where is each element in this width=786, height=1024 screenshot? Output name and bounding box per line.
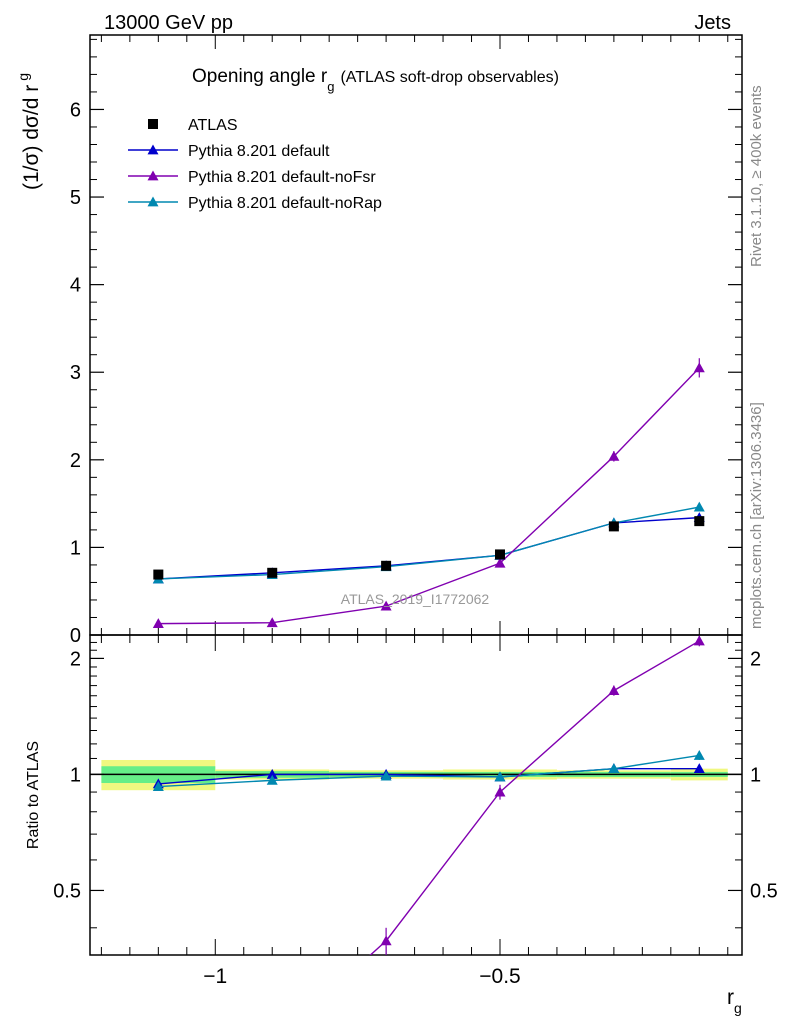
data-point-noFsr <box>266 617 278 628</box>
x-tick-label: −0.5 <box>479 965 520 988</box>
ratio-point-noRap <box>266 774 278 785</box>
main-y-tick-label: 3 <box>70 362 81 384</box>
main-y-tick-label: 2 <box>70 450 81 472</box>
legend-marker-default <box>147 144 159 155</box>
ratio-line-default <box>158 767 700 785</box>
ratio-y-tick-label: 0.5 <box>53 880 81 902</box>
ratio-y-tick-label: 2 <box>70 648 81 670</box>
ratio-point-noFsr <box>494 786 506 797</box>
ratio-point-noRap <box>693 749 705 760</box>
legend-label-data: ATLAS <box>188 117 238 134</box>
legend-label-default: Pythia 8.201 default <box>188 143 330 160</box>
legend-label-noRap: Pythia 8.201 default-noRap <box>188 195 382 212</box>
x-axis-label: rg <box>727 986 742 1016</box>
data-point-noFsr <box>608 450 620 461</box>
series-line-noFsr <box>158 367 700 625</box>
data-point-noFsr <box>152 618 164 629</box>
plot-title-subscript: g <box>327 79 334 94</box>
x-axis-label-main: r <box>727 986 734 1009</box>
data-point-data <box>608 521 619 532</box>
ratio-y-axis-label: Ratio to ATLAS <box>25 741 42 849</box>
energy-label: 13000 GeV pp <box>104 12 233 34</box>
data-point-noFsr <box>693 362 705 373</box>
ratio-point-noRap <box>380 770 392 781</box>
ratio-point-default <box>266 768 278 779</box>
category-label: Jets <box>694 12 731 34</box>
plot-title: Opening angle rg (ATLAS soft-drop observa… <box>192 66 559 94</box>
ratio-axis-ticks: 0.5 0.5 1 1 2 2 −1 −0.5 <box>53 635 778 988</box>
main-y-tick-label: 5 <box>70 187 81 209</box>
ratio-y-tick-label-right: 2 <box>750 648 761 670</box>
data-point-data <box>494 549 505 560</box>
ratio-line-noFsr <box>369 640 700 955</box>
main-y-axis-label-subscript: g <box>15 73 31 81</box>
main-y-tick-label: 4 <box>70 275 81 297</box>
plot-title-main: Opening angle r <box>192 66 328 87</box>
main-axis-ticks: 0 1 2 3 4 5 6 <box>70 35 742 647</box>
ratio-point-noFsr <box>380 935 392 946</box>
ratio-series-layer <box>152 635 705 955</box>
legend-marker-data <box>148 119 158 129</box>
data-point-data <box>381 560 392 571</box>
data-point-data <box>267 567 278 578</box>
data-point-noRap <box>693 501 705 512</box>
x-tick-label: −1 <box>203 965 227 988</box>
x-axis-label-subscript: g <box>734 1000 742 1016</box>
ratio-panel-frame <box>89 634 743 956</box>
legend-marker-noRap <box>147 196 159 207</box>
legend-marker-noFsr <box>147 170 159 181</box>
ratio-y-tick-label-right: 0.5 <box>750 880 778 902</box>
main-y-tick-label: 0 <box>70 625 81 647</box>
data-point-noFsr <box>494 557 506 568</box>
ratio-point-noRap <box>152 781 164 791</box>
main-y-axis-label: (1/σ) dσ/d r g <box>15 73 43 190</box>
data-point-noFsr <box>380 600 392 611</box>
ratio-point-noFsr <box>608 685 620 695</box>
main-series-layer <box>152 358 705 629</box>
ratio-y-tick-label: 1 <box>70 764 81 786</box>
ratio-point-noRap <box>494 771 506 782</box>
legend: ATLAS Pythia 8.201 default Pythia 8.201 de… <box>128 117 382 212</box>
ratio-line-noRap <box>158 754 700 788</box>
data-point-data <box>153 569 164 580</box>
analysis-watermark: ATLAS_2019_I1772062 <box>341 591 490 607</box>
data-point-data <box>694 516 705 527</box>
main-y-axis-label-main: (1/σ) dσ/d r <box>20 85 43 190</box>
mcplots-reference-label: mcplots.cern.ch [arXiv:1306.3436] <box>748 402 765 629</box>
plot-title-rest: (ATLAS soft-drop observables) <box>340 69 558 86</box>
ratio-point-default <box>693 763 705 774</box>
main-y-tick-label: 1 <box>70 537 81 559</box>
series-line-noRap <box>158 506 700 580</box>
rivet-version-label: Rivet 3.1.10, ≥ 400k events <box>748 85 765 267</box>
main-y-tick-label: 6 <box>70 99 81 121</box>
ratio-point-noRap <box>608 763 620 774</box>
ratio-y-tick-label-right: 1 <box>750 764 761 786</box>
legend-label-noFsr: Pythia 8.201 default-noFsr <box>188 169 376 186</box>
ratio-point-noFsr <box>693 635 705 646</box>
